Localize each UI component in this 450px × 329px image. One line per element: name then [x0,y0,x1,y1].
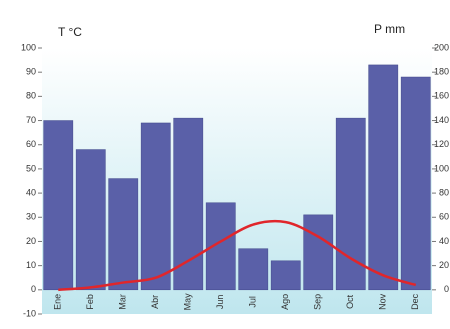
y-tick-label: 0 [31,284,36,294]
y2-tick-label: 200 [434,42,449,52]
y2-tick-label: 20 [439,260,449,270]
temperature-line [58,219,417,292]
y2-tick-label: 80 [439,187,449,197]
y2-tick-label: 140 [434,115,449,125]
x-tick-label: Oct [345,294,355,309]
y2-tick-label: 180 [434,67,449,77]
x-tick-label: Dec [410,293,420,310]
y-tick-label: 50 [26,163,36,173]
bar [270,260,301,291]
y-tick-label: 40 [26,187,36,197]
x-tick-label: Jul [248,296,258,308]
x-tick-label: Ago [280,294,290,310]
x-tick-label: May [183,293,193,311]
y-tick-label: 100 [21,42,36,52]
y2-tick-label: 60 [439,212,449,222]
y-tick-label: 80 [26,91,36,101]
y2-axis-title: P mm [374,22,405,36]
x-tick-label: Ene [53,294,63,310]
plot-area [42,48,432,314]
x-tick-label: Jun [215,295,225,310]
y-tick-label: 20 [26,236,36,246]
y2-tick-label: 120 [434,139,449,149]
bar [43,120,74,291]
bar [303,214,334,291]
bar [173,117,204,291]
y-tick-label: 90 [26,67,36,77]
y-tick-label: -10 [23,308,36,318]
x-tick-label: Sep [313,294,323,310]
x-tick-label: Nov [378,293,388,310]
y-tick-label: 30 [26,212,36,222]
y2-tick-label: 0 [444,284,449,294]
y-tick-label: 60 [26,139,36,149]
bar [75,149,106,291]
y2-tick-label: 160 [434,91,449,101]
x-tick-label: Abr [150,295,160,309]
bar [238,248,269,291]
bar [400,76,431,291]
bar [335,117,366,291]
bar [368,64,399,291]
y-axis-title: T °C [58,25,82,39]
y-tick-label: 70 [26,115,36,125]
x-tick-label: Mar [118,294,128,310]
y2-tick-label: 100 [434,163,449,173]
y2-tick-label: 40 [439,236,449,246]
bar [108,178,139,291]
y-tick-label: 10 [26,260,36,270]
bar [140,122,171,291]
x-tick-label: Feb [85,294,95,310]
